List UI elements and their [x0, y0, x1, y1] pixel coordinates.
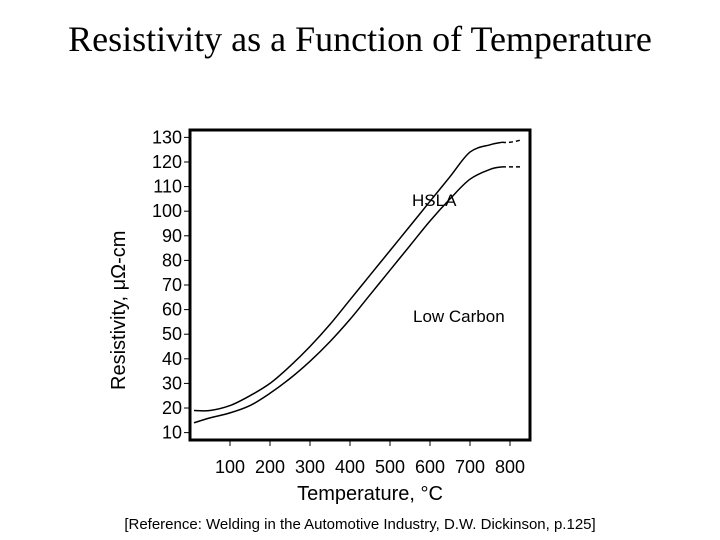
- y-tick-label: 10: [162, 423, 182, 443]
- x-tick-label: 600: [415, 457, 445, 477]
- x-axis-title: Temperature, °C: [297, 483, 443, 505]
- y-tick-label: 120: [152, 152, 182, 172]
- y-tick-label: 20: [162, 398, 182, 418]
- plot-frame: [188, 128, 532, 442]
- y-tick-label: 80: [162, 250, 182, 270]
- x-tick-label: 500: [375, 457, 405, 477]
- series-line-hsla: [193, 141, 503, 412]
- y-tick-label: 60: [162, 300, 182, 320]
- reference-note: [Reference: Welding in the Automotive In…: [124, 516, 596, 533]
- y-tick-label: 90: [162, 226, 182, 246]
- chart-title: Resistivity as a Function of Temperature: [68, 19, 652, 59]
- x-tick-label: 800: [495, 457, 525, 477]
- x-tick-label: 400: [335, 457, 365, 477]
- series-label-hsla: HSLA: [412, 191, 457, 210]
- y-tick-label: 130: [152, 127, 182, 147]
- y-tick-label: 30: [162, 373, 182, 393]
- x-tick-label: 200: [255, 457, 285, 477]
- y-tick-label: 110: [153, 177, 182, 197]
- series-line-low-carbon: [193, 166, 503, 424]
- y-tick-label: 100: [152, 201, 182, 221]
- y-tick-label: 40: [162, 349, 182, 369]
- y-tick-label: 50: [162, 324, 182, 344]
- x-tick-label: 300: [295, 457, 325, 477]
- y-tick-label: 70: [162, 275, 182, 295]
- x-tick-label: 100: [215, 457, 245, 477]
- series-label-low-carbon: Low Carbon: [413, 307, 505, 326]
- series-line-dashed-hsla: [501, 139, 523, 144]
- x-tick-label: 700: [455, 457, 485, 477]
